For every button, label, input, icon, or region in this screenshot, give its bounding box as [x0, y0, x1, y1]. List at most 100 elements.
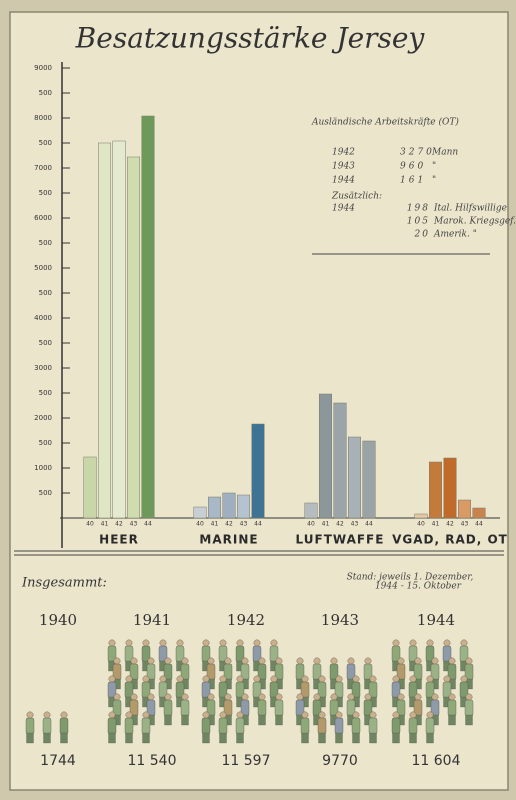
- soldier-head: [409, 675, 417, 683]
- soldier-head: [241, 657, 249, 665]
- series-label: 40: [196, 521, 204, 528]
- soldier-head: [159, 639, 167, 647]
- series-label: 44: [475, 521, 483, 528]
- soldier-head: [392, 675, 400, 683]
- bar: [304, 502, 318, 519]
- year-label: 1943: [321, 611, 359, 629]
- soldier-head: [108, 675, 116, 683]
- soldier-head: [60, 711, 68, 719]
- series-label: 43: [130, 521, 138, 528]
- y-tick-label: 500: [39, 189, 52, 197]
- annotation-cell: ": [432, 162, 436, 172]
- soldier-head: [426, 639, 434, 647]
- soldier-head: [364, 657, 372, 665]
- soldier-head: [318, 711, 326, 719]
- bar: [362, 440, 376, 519]
- soldier-head: [142, 711, 150, 719]
- annotation-cell: 1942: [332, 148, 355, 158]
- soldier-head: [224, 693, 232, 701]
- soldier-head: [164, 657, 172, 665]
- note: Stand: jeweils 1. Dezember,: [347, 573, 474, 583]
- soldier-body: [59, 717, 69, 735]
- soldier-head: [181, 693, 189, 701]
- bar: [112, 140, 126, 519]
- soldier-head: [219, 639, 227, 647]
- series-label: 43: [240, 521, 248, 528]
- bar: [333, 402, 347, 519]
- soldier-head: [270, 639, 278, 647]
- y-tick-label: 500: [39, 339, 52, 347]
- series-label: 42: [336, 521, 344, 528]
- soldier-body: [317, 717, 327, 735]
- chart-title: Besatzungsstärke Jersey: [75, 22, 426, 55]
- y-tick-label: 6000: [34, 214, 52, 222]
- soldier-group: [295, 657, 378, 744]
- soldier-body: [257, 699, 267, 717]
- soldier-head: [202, 639, 210, 647]
- soldier-body: [124, 717, 134, 735]
- bar: [348, 436, 361, 519]
- soldier-legs: [448, 714, 456, 726]
- soldier-body: [464, 699, 474, 717]
- bar: [237, 494, 250, 519]
- soldier-head: [414, 657, 422, 665]
- soldier-head: [409, 711, 417, 719]
- soldier-head: [125, 639, 133, 647]
- soldier-head: [347, 693, 355, 701]
- soldier-body: [274, 699, 284, 717]
- annotation-cell: 960: [400, 162, 426, 172]
- soldier-head: [147, 693, 155, 701]
- soldier-head: [202, 711, 210, 719]
- annotation-cell: 1944: [332, 204, 355, 214]
- soldier-body: [391, 717, 401, 735]
- soldier-head: [176, 639, 184, 647]
- annotation-title: Ausländische Arbeitskräfte (OT): [311, 117, 459, 128]
- y-tick-label: 3000: [34, 364, 52, 372]
- soldier-head: [431, 657, 439, 665]
- total-label: 1744: [40, 753, 76, 769]
- soldier-head: [364, 693, 372, 701]
- annotation-cell: 105: [407, 217, 430, 227]
- soldier-body: [300, 717, 310, 735]
- totals-title: Insgesammt:: [21, 576, 107, 591]
- soldier-legs: [369, 732, 377, 744]
- year-label: 1940: [39, 611, 77, 629]
- soldier-head: [26, 711, 34, 719]
- soldier-head: [236, 639, 244, 647]
- soldier-group: [391, 639, 474, 744]
- series-label: 43: [461, 521, 469, 528]
- year-label: 1942: [227, 611, 265, 629]
- series-label: 42: [115, 521, 123, 528]
- soldier-body: [107, 717, 117, 735]
- soldier-legs: [275, 714, 283, 726]
- soldier-head: [369, 711, 377, 719]
- series-label: 40: [86, 521, 94, 528]
- soldier-head: [236, 675, 244, 683]
- soldier-head: [219, 675, 227, 683]
- soldier-legs: [301, 732, 309, 744]
- annotation-cell: 1944: [332, 176, 355, 186]
- soldier-head: [296, 693, 304, 701]
- soldier-head: [448, 693, 456, 701]
- note: 1944 - 15. Oktober: [375, 582, 462, 592]
- series-label: 43: [351, 521, 359, 528]
- soldier-body: [447, 699, 457, 717]
- x-tick-label: VGAD, RAD, OT: [392, 533, 508, 547]
- soldier-head: [253, 675, 261, 683]
- bar: [141, 115, 155, 519]
- series-label: 44: [365, 521, 373, 528]
- soldier-head: [352, 675, 360, 683]
- y-tick-label: 500: [39, 239, 52, 247]
- total-label: 11 540: [128, 753, 177, 769]
- soldier-head: [397, 657, 405, 665]
- y-tick-label: 2000: [34, 414, 52, 422]
- x-tick-label: LUFTWAFFE: [296, 533, 385, 547]
- bar: [222, 492, 236, 519]
- x-tick-label: HEER: [99, 533, 139, 547]
- year-label: 1944: [417, 611, 455, 629]
- annotation-cell: 161: [400, 176, 426, 186]
- soldier-body: [25, 717, 35, 735]
- annotation-cell: 198: [407, 204, 430, 214]
- soldier-legs: [181, 714, 189, 726]
